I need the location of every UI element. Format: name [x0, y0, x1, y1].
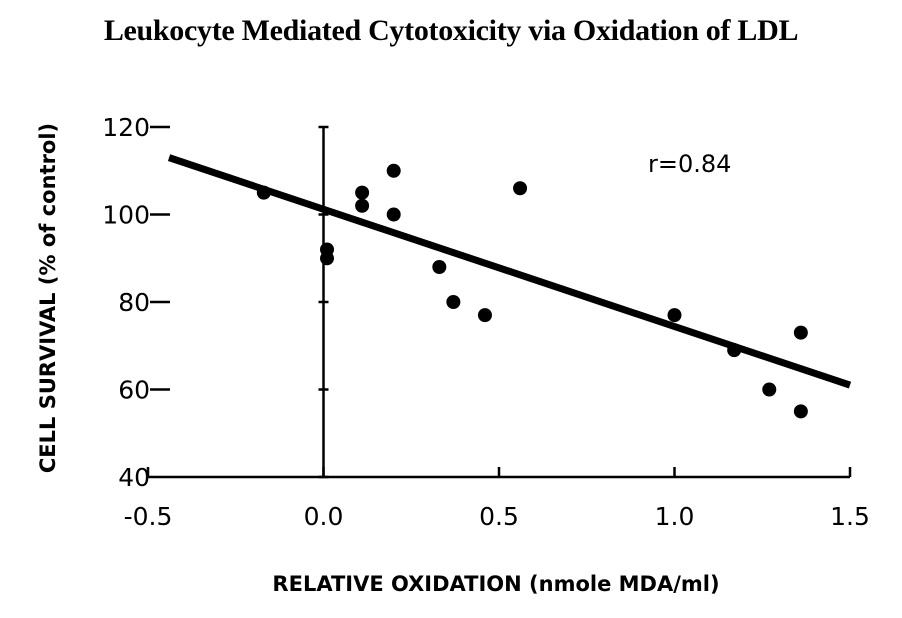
x-tick-label: 1.5 [830, 502, 870, 531]
ticks [146, 125, 852, 479]
tick-labels: -0.5 0.0 0.5 1.0 1.5 40 60 80 100 120 [102, 113, 870, 531]
data-point [762, 382, 777, 397]
data-point [256, 185, 271, 200]
y-tick-label: 100 [102, 201, 150, 230]
x-axis-label: RELATIVE OXIDATION (nmole MDA/ml) [272, 572, 719, 596]
data-point [793, 404, 808, 419]
data-point [386, 207, 401, 222]
data-point [793, 325, 808, 340]
y-tick-label: 120 [102, 113, 150, 142]
x-tick-label: 1.0 [655, 502, 695, 531]
data-point [355, 185, 370, 200]
data-point [320, 251, 335, 266]
axes [148, 127, 850, 479]
x-tick-label: 0.0 [304, 502, 344, 531]
y-axis-label: CELL SURVIVAL (% of control) [36, 123, 60, 473]
x-tick-label: 0.5 [479, 502, 519, 531]
correlation-annotation: r=0.84 [648, 150, 731, 178]
data-point [513, 181, 528, 196]
data-point [386, 163, 401, 178]
regression-line [167, 154, 852, 389]
data-point [432, 260, 447, 274]
x-tick-label: -0.5 [124, 502, 173, 531]
data-point [477, 308, 492, 323]
chart-title: Leukocyte Mediated Cytotoxicity via Oxid… [103, 14, 799, 47]
data-point [727, 343, 742, 358]
data-point [446, 295, 461, 309]
data-points [256, 163, 808, 419]
y-tick-label: 40 [118, 463, 150, 492]
data-point [355, 198, 370, 213]
y-tick-label: 60 [118, 376, 150, 405]
data-point [667, 308, 682, 323]
y-tick-label: 80 [118, 288, 150, 317]
